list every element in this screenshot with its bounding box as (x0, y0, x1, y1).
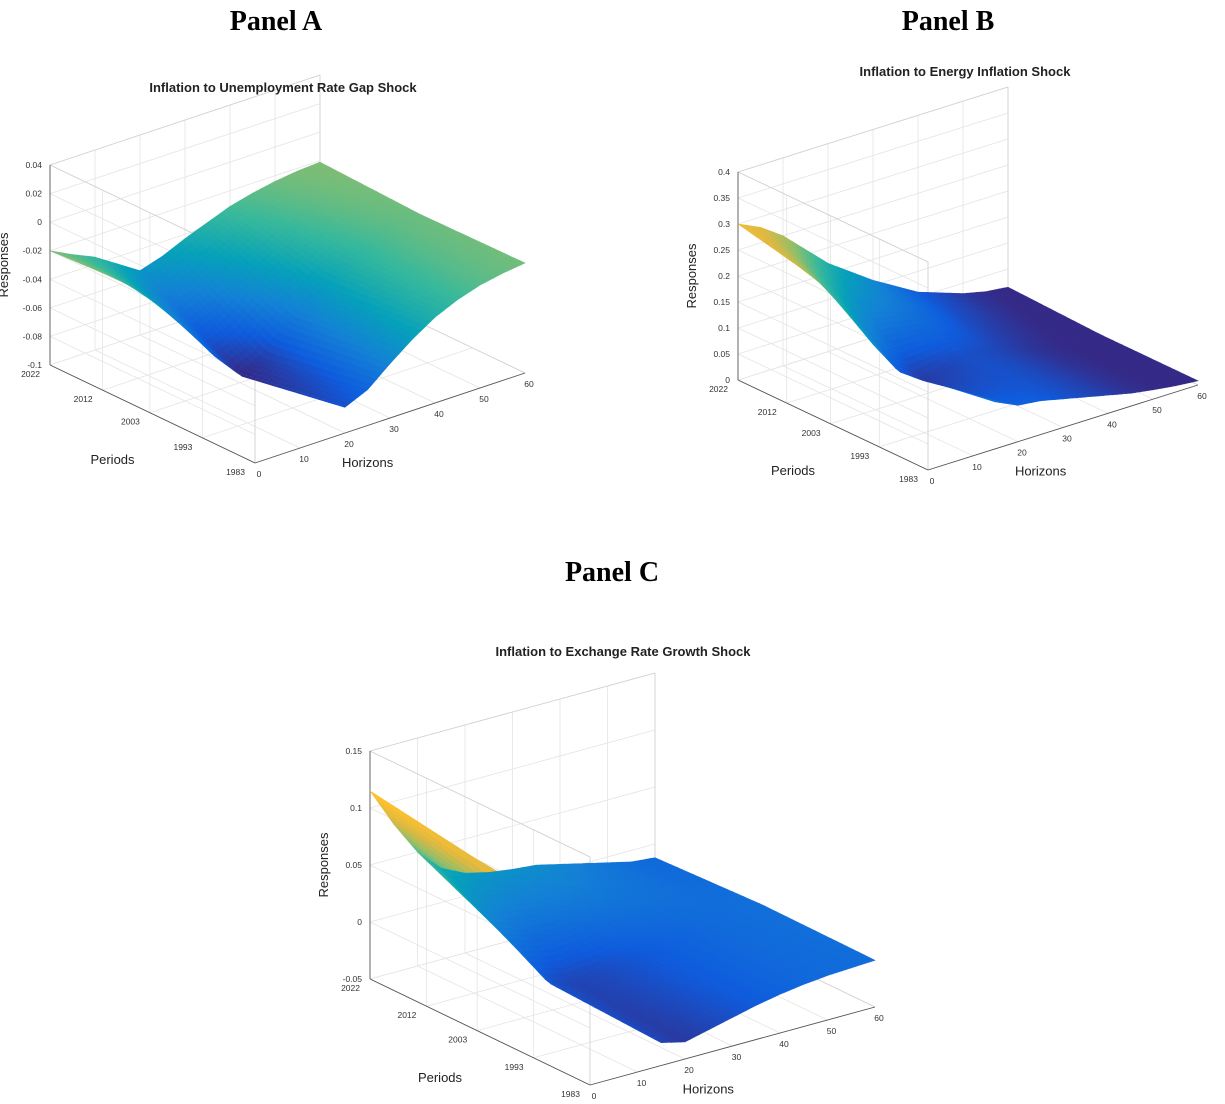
x-tick-label: 20 (344, 439, 354, 449)
x-tick-label: 50 (479, 394, 489, 404)
z-tick-label: 0.35 (713, 193, 730, 203)
surface-mesh (369, 790, 876, 1044)
z-tick-label: 0 (725, 375, 730, 385)
z-tick-label: 0.04 (25, 160, 42, 170)
y-tick-label: 2022 (709, 384, 728, 394)
z-tick-label: 0 (37, 217, 42, 227)
x-tick-label: 40 (1107, 419, 1117, 429)
y-tick-label: 2012 (74, 394, 93, 404)
z-tick-label: 0.15 (713, 297, 730, 307)
y-tick-label: 1993 (173, 442, 192, 452)
z-tick-label: 0.1 (718, 323, 730, 333)
z-tick-label: 0.05 (713, 349, 730, 359)
tick-labels: 0 10 20 30 40 50 60 2022 2012 2003 1993 1983 0.4 0.35… (709, 167, 1207, 486)
surface-chart-b: 0 10 20 30 40 50 60 2022 2012 2003 1993 1983 0.4 0.35… (684, 64, 1207, 486)
z-axis-label: Responses (684, 243, 699, 309)
x-axis-line (254, 372, 526, 464)
y-tick-label: 1993 (850, 451, 869, 461)
y-tick-label: 1983 (226, 467, 245, 477)
x-tick-label: 60 (524, 379, 534, 389)
z-tick-label: -0.02 (23, 246, 43, 256)
z-axis-label: Responses (0, 232, 11, 298)
x-tick-label: 0 (930, 476, 935, 486)
z-tick-label: -0.06 (23, 303, 43, 313)
x-tick-label: 10 (299, 454, 309, 464)
z-tick-label: -0.1 (27, 360, 42, 370)
surface-mesh (49, 161, 526, 408)
x-tick-label: 60 (1197, 391, 1207, 401)
surface-cell (737, 223, 748, 229)
tick-labels: 0 10 20 30 40 50 60 2022 2012 2003 1993 1983 0.04 0.0… (21, 160, 534, 479)
y-tick-label: 2003 (802, 428, 821, 438)
surface-cell (49, 250, 60, 255)
z-tick-label: -0.08 (23, 331, 43, 341)
z-tick-label: 0.02 (25, 189, 42, 199)
x-tick-label: 0 (257, 469, 262, 479)
chart-title: Inflation to Energy Inflation Shock (860, 64, 1072, 79)
x-tick-label: 10 (972, 462, 982, 472)
y-tick-label: 2022 (21, 369, 40, 379)
z-tick-label: 0.2 (718, 271, 730, 281)
x-tick-label: 30 (1062, 434, 1072, 444)
x-tick-label: 20 (1017, 448, 1027, 458)
surface-chart-c: 0102030405060202220122003199319830.150.1… (316, 644, 884, 1101)
surface-mesh (737, 223, 1199, 406)
y-axis-line (737, 379, 929, 471)
x-tick-label: 40 (434, 409, 444, 419)
panel-c-title: Panel C (564, 557, 660, 588)
y-axis-line (369, 978, 591, 1086)
x-axis-line (927, 384, 1199, 471)
y-axis-line (49, 364, 256, 464)
y-tick-label: 2003 (121, 417, 140, 427)
z-tick-label: 0.3 (718, 219, 730, 229)
y-axis-label: Periods (771, 463, 816, 478)
y-tick-label: 2012 (758, 407, 777, 417)
y-axis-label: Periods (90, 452, 135, 467)
x-tick-label: 30 (389, 424, 399, 434)
surface-chart-a: 0 10 20 30 40 50 60 2022 2012 2003 1993 1983 0.04 0.0… (0, 74, 534, 479)
panel-a-title: Panel A (229, 6, 323, 37)
y-tick-label: 1983 (899, 474, 918, 484)
x-axis-label: Horizons (1015, 464, 1067, 479)
z-tick-label: 0.4 (718, 167, 730, 177)
z-tick-label: -0.04 (23, 274, 43, 284)
x-axis-label: Horizons (342, 455, 394, 470)
panel-b-title: Panel B (901, 6, 995, 37)
x-axis-line (589, 1006, 876, 1086)
x-tick-label: 50 (1152, 405, 1162, 415)
chart-title: Inflation to Unemployment Rate Gap Shock (149, 80, 417, 95)
z-tick-label: 0.25 (713, 245, 730, 255)
